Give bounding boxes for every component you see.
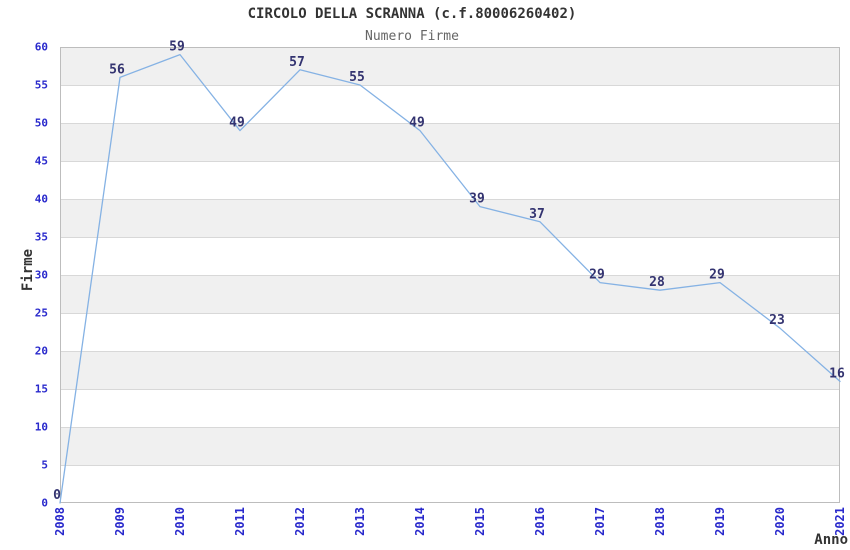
x-tick-label: 2018: [653, 507, 667, 536]
x-tick-label: 2015: [473, 507, 487, 536]
x-tick-label: 2011: [233, 507, 247, 536]
band: [60, 199, 840, 237]
y-tick-label: 5: [41, 459, 48, 472]
bands-layer: [60, 47, 840, 465]
x-tick-label: 2020: [773, 507, 787, 536]
y-tick-label: 20: [35, 345, 48, 358]
point-label: 56: [109, 62, 125, 77]
point-label: 59: [169, 40, 185, 55]
plot-border: [60, 47, 840, 503]
point-label: 55: [349, 70, 365, 85]
band: [60, 47, 840, 85]
y-tick-label: 50: [35, 117, 48, 130]
x-tick-label: 2010: [173, 507, 187, 536]
band: [60, 123, 840, 161]
point-label: 28: [649, 275, 665, 290]
chart-title: CIRCOLO DELLA SCRANNA (c.f.80006260402): [247, 6, 577, 22]
x-tick-labels: 2008 2009 2010 2011 2012 2013 2014 2015 2016 2017…: [53, 507, 847, 536]
point-labels-layer: 0 56 59 49 57 55 49 39 37 29 28 29 23 16: [53, 40, 845, 503]
point-label: 29: [589, 268, 605, 283]
y-tick-label: 35: [35, 231, 48, 244]
x-tick-label: 2014: [413, 507, 427, 536]
y-tick-label: 15: [35, 383, 48, 396]
point-label: 29: [709, 268, 725, 283]
x-tick-label: 2013: [353, 507, 367, 536]
band: [60, 351, 840, 389]
point-label: 57: [289, 55, 305, 70]
x-axis-title: Anno: [814, 532, 848, 548]
point-label: 37: [529, 207, 545, 222]
point-label: 23: [769, 313, 785, 328]
point-label: 0: [53, 488, 61, 503]
x-tick-label: 2019: [713, 507, 727, 536]
series-line: [59, 53, 841, 504]
y-tick-label: 30: [35, 269, 48, 282]
y-tick-label: 25: [35, 307, 48, 320]
title-block: CIRCOLO DELLA SCRANNA (c.f.80006260402) …: [0, 6, 824, 44]
y-tick-label: 60: [35, 41, 48, 54]
x-tick-label: 2008: [53, 507, 67, 536]
x-tick-label: 2016: [533, 507, 547, 536]
x-tick-label: 2012: [293, 507, 307, 536]
border-layer: [60, 47, 840, 503]
point-label: 39: [469, 192, 485, 207]
y-tick-label: 10: [35, 421, 48, 434]
chart-subtitle: Numero Firme: [365, 29, 459, 44]
y-tick-label: 40: [35, 193, 48, 206]
point-label: 49: [409, 116, 425, 131]
y-tick-label: 45: [35, 155, 48, 168]
y-tick-label: 0: [41, 497, 48, 510]
y-tick-label: 55: [35, 79, 48, 92]
x-tick-label: 2009: [113, 507, 127, 536]
band: [60, 427, 840, 465]
band: [60, 275, 840, 313]
gridlines-layer: [60, 85, 840, 466]
x-tick-label: 2017: [593, 507, 607, 536]
y-tick-labels: 0 5 10 15 20 25 30 35 40 45 50 55 60: [35, 41, 48, 510]
point-label: 16: [829, 366, 845, 381]
x-tick-label: 2021: [833, 507, 847, 536]
point-label: 49: [229, 116, 245, 131]
series-layer: [59, 53, 841, 504]
